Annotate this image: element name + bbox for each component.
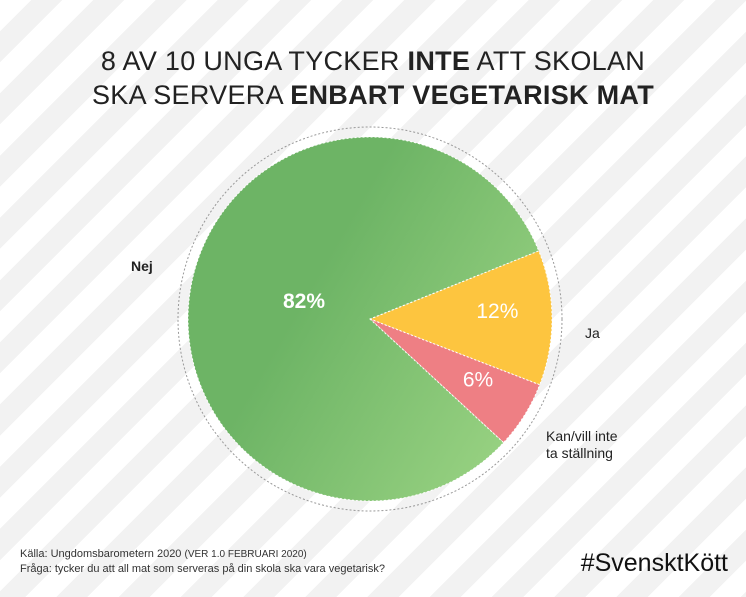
hashtag: #SvensktKött — [580, 549, 728, 577]
legend-label-nej: Nej — [131, 258, 153, 274]
title-emphasis-vegetarisk: ENBART VEGETARISK MAT — [290, 80, 654, 110]
legend-label-kan-vill-inte: Kan/vill inte ta ställning — [546, 428, 618, 461]
pie-outline — [177, 126, 563, 512]
slice-nej — [187, 136, 540, 502]
title-emphasis-inte: INTE — [407, 46, 471, 76]
title-line-2: SKA SERVERA ENBART VEGETARISK MAT — [91, 80, 654, 110]
chart-title: 8 AV 10 UNGA TYCKER INTE ATT SKOLAN SKA … — [0, 44, 746, 112]
legend-label-ja: Ja — [585, 325, 600, 341]
slice-kan-vill-inte — [369, 318, 541, 444]
slice-label-kan-vill-inte: 6% — [463, 369, 493, 392]
slice-label-ja: 12% — [476, 300, 518, 323]
slice-label-nej: 82% — [283, 290, 325, 313]
slice-ja — [368, 250, 553, 386]
source-line: Källa: Ungdomsbarometern 2020 (VER 1.0 F… — [20, 548, 307, 560]
title-line-1: 8 AV 10 UNGA TYCKER INTE ATT SKOLAN — [100, 46, 646, 76]
source-note: Källa: Ungdomsbarometern 2020 (VER 1.0 F… — [20, 547, 385, 577]
question-line: Fråga: tycker du att all mat som servera… — [20, 563, 385, 575]
